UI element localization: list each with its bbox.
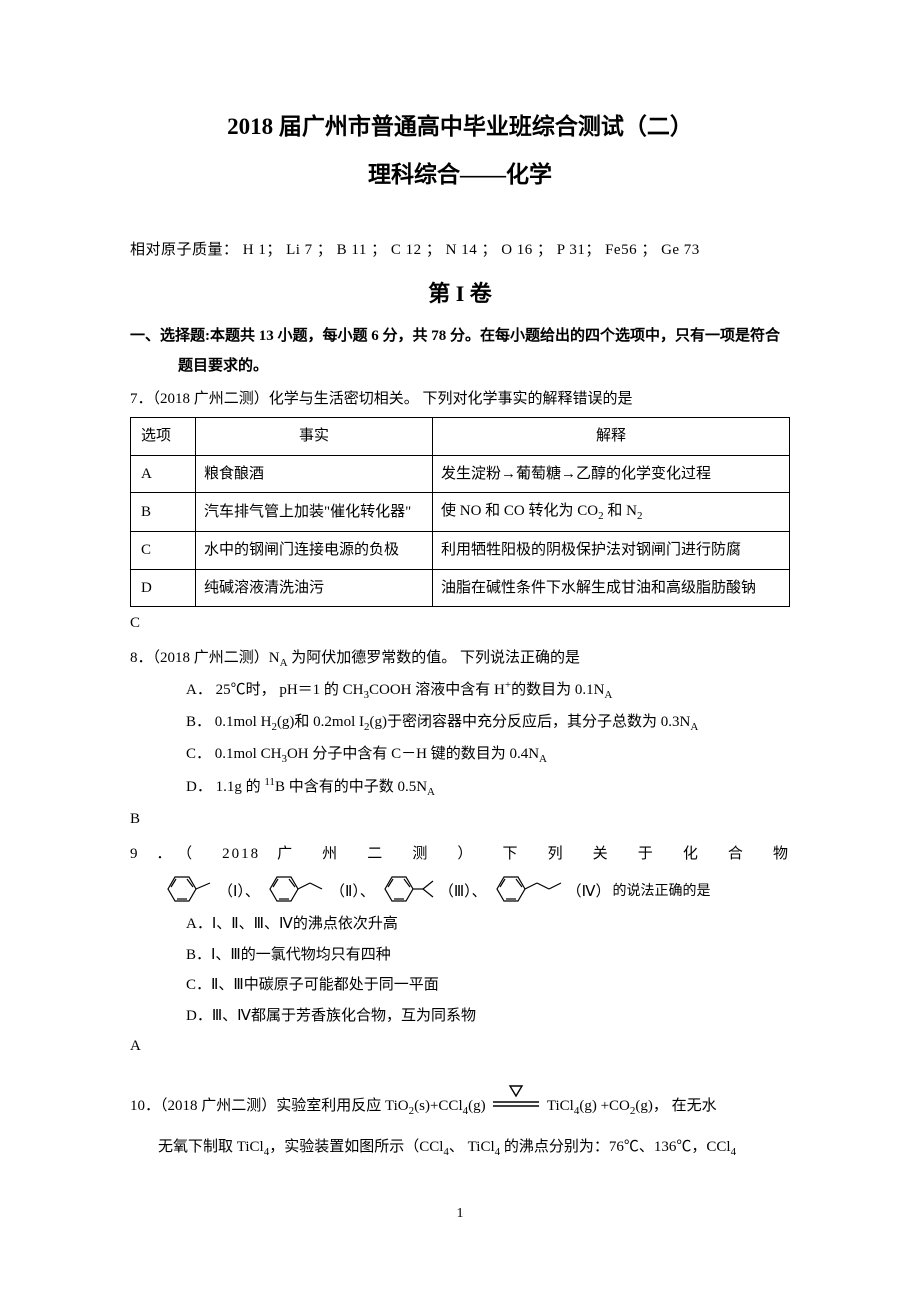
compound-2-label: （Ⅱ）、	[330, 878, 375, 909]
spacer	[130, 1067, 790, 1081]
choice-d: D． 1.1g 的 11B 中含有的中子数 0.5NA	[186, 772, 790, 803]
cell-explain: 油脂在碱性条件下水解生成甘油和高级脂肪酸钠	[433, 569, 790, 607]
q9-stem-line1: 9 ．（ 2018 广 州 二 测 ） 下 列 关 于 化 合 物	[130, 840, 790, 869]
th-option: 选项	[131, 418, 196, 456]
q9-answer: A	[130, 1032, 790, 1061]
cell-opt: D	[131, 569, 196, 607]
page-number: 1	[130, 1201, 790, 1228]
exam-title-line1: 2018 届广州市普通高中毕业班综合测试（二）	[130, 105, 790, 149]
cell-explain: 发生淀粉→葡萄糖→乙醇的化学变化过程	[433, 455, 790, 493]
q10-stem-part2: TiCl4(g) +CO2(g)， 在无水	[547, 1098, 717, 1114]
benzene-icon	[377, 870, 439, 908]
cell-opt: B	[131, 493, 196, 532]
q9-compounds-row: （Ⅰ）、 （Ⅱ）、	[160, 870, 790, 908]
q7-answer: C	[130, 609, 790, 638]
q9-choices: A．Ⅰ、Ⅱ、Ⅲ、Ⅳ的沸点依次升高 B．Ⅰ、Ⅲ的一氯代物均只有四种 C．Ⅱ、Ⅲ中碳…	[186, 910, 790, 1030]
choice-a: A．Ⅰ、Ⅱ、Ⅲ、Ⅳ的沸点依次升高	[186, 910, 790, 939]
choice-b: B．Ⅰ、Ⅲ的一氯代物均只有四种	[186, 941, 790, 970]
cell-fact: 粮食酿酒	[196, 455, 433, 493]
choice-c: C．Ⅱ、Ⅲ中碳原子可能都处于同一平面	[186, 971, 790, 1000]
compound-4: （Ⅳ）	[489, 870, 611, 908]
th-fact: 事实	[196, 418, 433, 456]
benzene-icon	[262, 870, 330, 908]
q10-stem-part1: 10．（2018 广州二测）实验室利用反应 TiO2(s)+CCl4(g)	[130, 1098, 486, 1114]
q8-stem: 8．（2018 广州二测）NA 为阿伏加德罗常数的值。 下列说法正确的是	[130, 644, 790, 674]
table-row: C 水中的钢闸门连接电源的负极 利用牺牲阳极的阴极保护法对钢闸门进行防腐	[131, 532, 790, 570]
q8-answer: B	[130, 805, 790, 834]
compound-3-label: （Ⅲ）、	[439, 878, 487, 909]
q10-stem: 10．（2018 广州二测）实验室利用反应 TiO2(s)+CCl4(g) Ti…	[130, 1085, 790, 1129]
section-1-heading: 一、选择题:本题共 13 小题，每小题 6 分，共 78 分。在每小题给出的四个…	[178, 321, 790, 381]
choice-a: A． 25℃时， pH＝1 的 CH3COOH 溶液中含有 H+的数目为 0.1…	[186, 675, 790, 706]
compound-4-label: （Ⅳ）	[567, 878, 611, 909]
compound-1: （Ⅰ）、	[160, 870, 260, 908]
table-row: D 纯碱溶液清洗油污 油脂在碱性条件下水解生成甘油和高级脂肪酸钠	[131, 569, 790, 607]
cell-opt: C	[131, 532, 196, 570]
volume-heading: 第 I 卷	[130, 273, 790, 315]
heat-reaction-arrow-icon	[489, 1083, 543, 1127]
relative-atomic-masses: 相对原子质量： H 1； Li 7 ； B 11 ； C 12 ； N 14 ；…	[130, 236, 790, 265]
choice-c: C． 0.1mol CH3OH 分子中含有 C－H 键的数目为 0.4NA	[186, 740, 790, 770]
choice-d: D．Ⅲ、Ⅳ都属于芳香族化合物，互为同系物	[186, 1002, 790, 1031]
q10-stem-line2: 无氧下制取 TiCl4，实验装置如图所示（CCl4、 TiCl4 的沸点分别为：…	[158, 1129, 790, 1165]
q8-choices: A． 25℃时， pH＝1 的 CH3COOH 溶液中含有 H+的数目为 0.1…	[186, 675, 790, 803]
q7-options-table: 选项 事实 解释 A 粮食酿酒 发生淀粉→葡萄糖→乙醇的化学变化过程 B 汽车排…	[130, 417, 790, 607]
cell-fact: 水中的钢闸门连接电源的负极	[196, 532, 433, 570]
compound-3: （Ⅲ）、	[377, 870, 487, 908]
choice-b: B． 0.1mol H2(g)和 0.2mol I2(g)于密闭容器中充分反应后…	[186, 708, 790, 738]
cell-opt: A	[131, 455, 196, 493]
table-header-row: 选项 事实 解释	[131, 418, 790, 456]
benzene-icon	[489, 870, 567, 908]
cell-explain: 使 NO 和 CO 转化为 CO2 和 N2	[433, 493, 790, 532]
table-row: A 粮食酿酒 发生淀粉→葡萄糖→乙醇的化学变化过程	[131, 455, 790, 493]
q7-stem: 7．（2018 广州二测）化学与生活密切相关。 下列对化学事实的解释错误的是	[130, 385, 790, 414]
th-explain: 解释	[433, 418, 790, 456]
cell-fact: 汽车排气管上加装"催化转化器"	[196, 493, 433, 532]
table-row: B 汽车排气管上加装"催化转化器" 使 NO 和 CO 转化为 CO2 和 N2	[131, 493, 790, 532]
cell-explain: 利用牺牲阳极的阴极保护法对钢闸门进行防腐	[433, 532, 790, 570]
compound-2: （Ⅱ）、	[262, 870, 375, 908]
cell-fact: 纯碱溶液清洗油污	[196, 569, 433, 607]
exam-title-line2: 理科综合——化学	[130, 153, 790, 197]
q9-stem-trailing: 的说法正确的是	[613, 879, 711, 908]
compound-1-label: （Ⅰ）、	[218, 878, 260, 909]
benzene-icon	[160, 870, 218, 908]
